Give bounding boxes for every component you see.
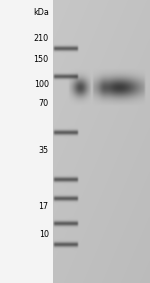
Text: 10: 10 — [39, 230, 49, 239]
Text: 210: 210 — [34, 34, 49, 43]
Text: 17: 17 — [39, 202, 49, 211]
Text: 150: 150 — [34, 55, 49, 64]
Text: 35: 35 — [39, 146, 49, 155]
Text: 100: 100 — [34, 80, 49, 89]
Text: 70: 70 — [39, 99, 49, 108]
Text: kDa: kDa — [33, 8, 49, 17]
